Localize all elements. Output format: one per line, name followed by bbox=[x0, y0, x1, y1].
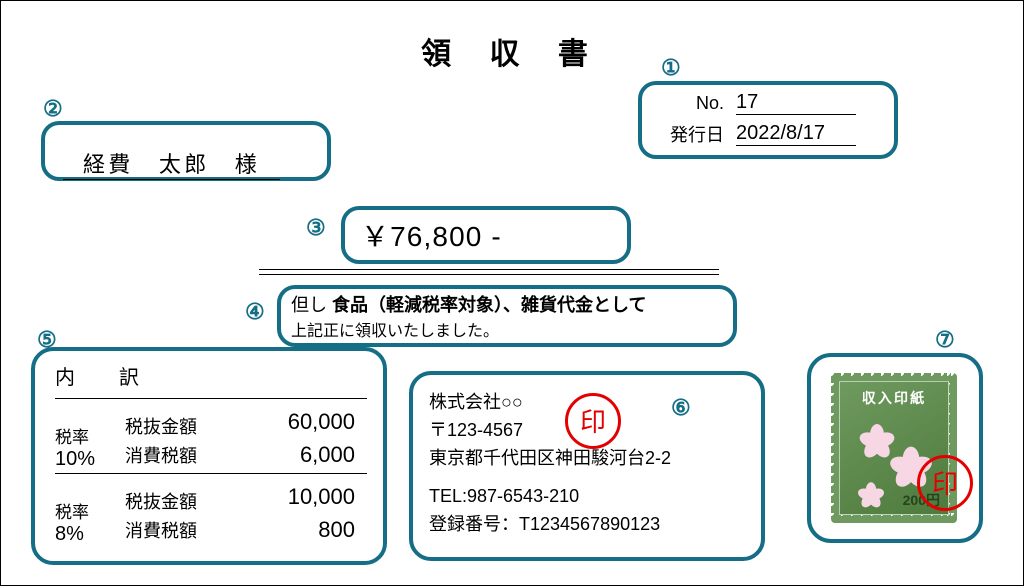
revenue-stamp-label: 収入印紙 bbox=[840, 388, 948, 408]
bd-rate-2: 8% bbox=[55, 523, 125, 546]
callout-1: ① bbox=[661, 55, 681, 81]
issuer-reg: 登録番号：T1234567890123 bbox=[429, 511, 671, 539]
callout-3: ③ bbox=[306, 215, 326, 241]
no-value: 17 bbox=[736, 91, 856, 115]
callout-4: ④ bbox=[245, 299, 265, 325]
sakura-icon bbox=[858, 482, 884, 508]
breakdown-rule-top bbox=[55, 398, 367, 399]
date-label: 発行日 bbox=[656, 121, 736, 147]
sakura-icon bbox=[860, 424, 894, 458]
issuer: 株式会社○○ 〒123-4567 東京都千代田区神田駿河台2-2 TEL:987… bbox=[429, 389, 671, 538]
bd-tax-label-1: 消費税額 bbox=[125, 442, 235, 471]
bd-net-label-1: 税抜金額 bbox=[125, 413, 235, 442]
issuer-tel: TEL:987-6543-210 bbox=[429, 483, 671, 511]
receipt-title: 領 収 書 bbox=[1, 29, 1023, 73]
bd-tax-2: 800 bbox=[235, 513, 355, 546]
amount-underline bbox=[259, 269, 719, 275]
amount-box bbox=[341, 206, 631, 264]
receipt-page: 領 収 書 ① No. 17 発行日 2022/8/17 ② 経費 太郎 様 ③… bbox=[0, 0, 1024, 586]
issuer-postal: 〒123-4567 bbox=[429, 417, 671, 445]
bd-net-label-2: 税抜金額 bbox=[125, 488, 235, 517]
callout-7: ⑦ bbox=[935, 327, 955, 353]
breakdown: 内 訳 税率 10% 税抜金額 消費税額 60,000 6,000 税率 8% bbox=[55, 361, 367, 546]
bd-rate-1: 10% bbox=[55, 448, 125, 471]
bd-net-2: 10,000 bbox=[235, 480, 355, 513]
date-value: 2022/8/17 bbox=[736, 122, 856, 146]
no-label: No. bbox=[656, 93, 736, 114]
meta-box: No. 17 発行日 2022/8/17 bbox=[638, 81, 898, 159]
bd-tax-label-2: 消費税額 bbox=[125, 517, 235, 546]
payer-box: 経費 太郎 様 bbox=[41, 121, 331, 181]
callout-2: ② bbox=[43, 96, 63, 122]
bd-rate-label-1: 税率 bbox=[55, 423, 125, 448]
payer-name: 経費 太郎 様 bbox=[63, 135, 280, 180]
breakdown-rule-mid bbox=[55, 473, 367, 474]
bd-rate-label-2: 税率 bbox=[55, 498, 125, 523]
breakdown-title: 内 訳 bbox=[55, 361, 367, 390]
issuer-address: 東京都千代田区神田駿河台2-2 bbox=[429, 445, 671, 473]
issuer-seal: 印 bbox=[565, 393, 621, 449]
revenue-stamp-seal: 印 bbox=[917, 455, 973, 511]
tadashi-box bbox=[277, 285, 737, 347]
bd-net-1: 60,000 bbox=[235, 405, 355, 438]
issuer-company: 株式会社○○ bbox=[429, 389, 671, 417]
bd-tax-1: 6,000 bbox=[235, 438, 355, 471]
